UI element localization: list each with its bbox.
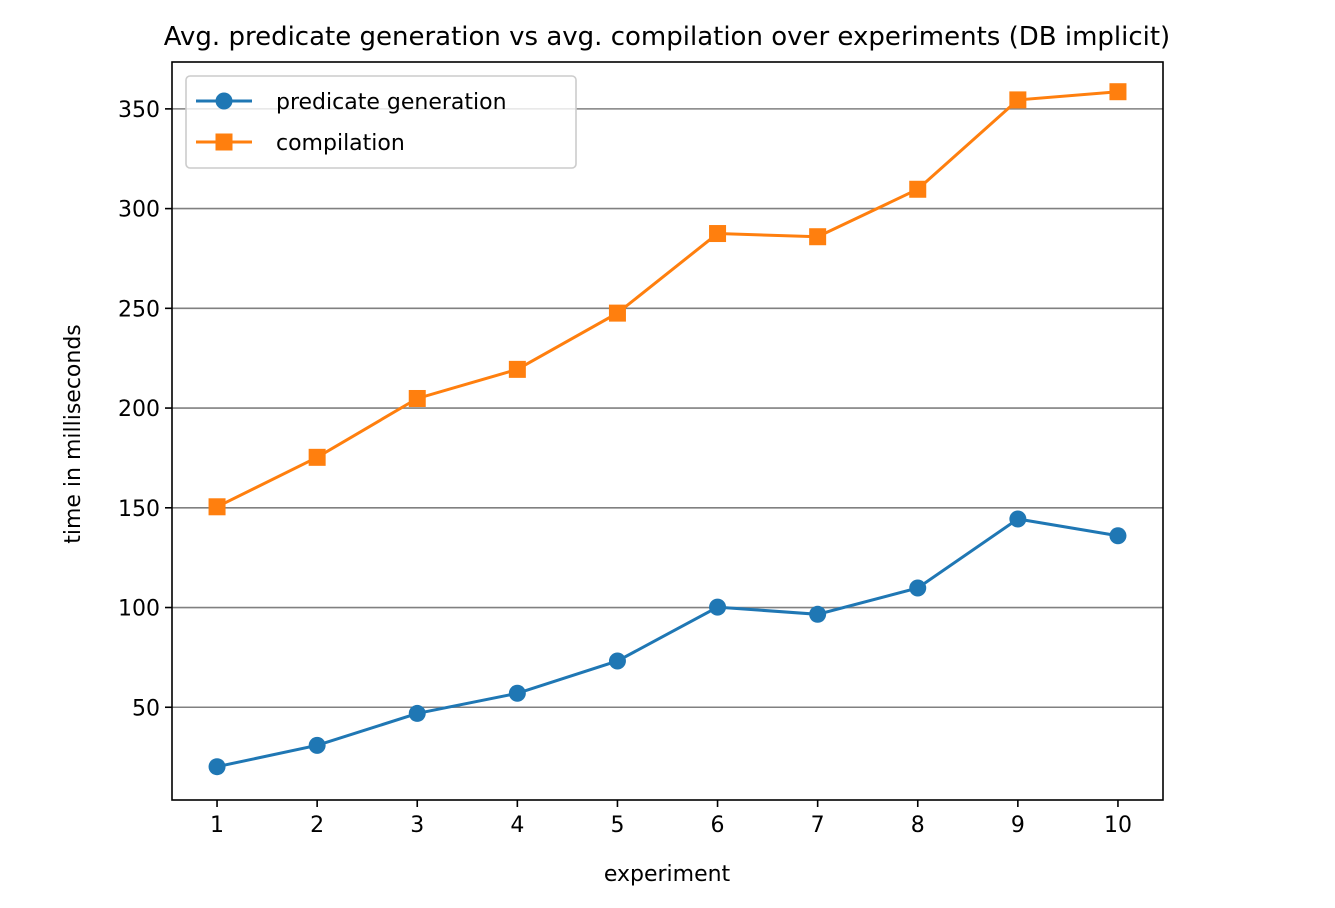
legend-marker	[215, 133, 233, 151]
data-point	[208, 498, 226, 516]
legend-label: predicate generation	[276, 90, 507, 115]
x-tick-label: 10	[1104, 813, 1132, 838]
x-tick-label: 3	[410, 813, 424, 838]
series-compilation	[208, 83, 1127, 516]
x-tick-label: 5	[610, 813, 624, 838]
x-tick-label: 4	[510, 813, 524, 838]
data-point	[308, 736, 326, 754]
data-point	[1109, 83, 1127, 101]
data-point	[308, 448, 326, 466]
axis-ticks: 50 100 150 200 250 300 350 1 2 3 4 5 6 7 8 9 10	[118, 98, 1132, 838]
data-point	[1009, 510, 1027, 528]
series-predicate-generation	[208, 510, 1127, 776]
data-point	[909, 579, 927, 597]
x-tick-label: 9	[1011, 813, 1025, 838]
data-point	[408, 389, 426, 407]
y-tick-label: 250	[118, 297, 160, 322]
x-axis-label: experiment	[604, 862, 731, 887]
chart-title: Avg. predicate generation vs avg. compil…	[164, 22, 1170, 52]
data-point	[909, 180, 927, 198]
data-point	[1109, 527, 1127, 545]
legend-item: compilation	[196, 131, 405, 156]
data-point	[1009, 91, 1027, 109]
y-tick-label: 150	[118, 497, 160, 522]
x-tick-label: 6	[711, 813, 725, 838]
y-tick-label: 200	[118, 397, 160, 422]
data-point	[809, 228, 827, 246]
y-tick-label: 350	[118, 98, 160, 123]
grid-lines	[172, 108, 1163, 709]
x-tick-label: 7	[811, 813, 825, 838]
data-point	[508, 684, 526, 702]
x-tick-label: 8	[911, 813, 925, 838]
y-tick-label: 50	[132, 696, 160, 721]
legend-label: compilation	[276, 131, 405, 156]
data-point	[408, 704, 426, 722]
data-point	[709, 225, 727, 243]
data-point	[608, 304, 626, 322]
y-axis-label: time in milliseconds	[61, 324, 86, 544]
legend-item: predicate generation	[196, 90, 507, 115]
data-point	[208, 758, 226, 776]
series-layer	[208, 83, 1127, 776]
data-point	[508, 360, 526, 378]
series-line	[216, 517, 1119, 769]
x-tick-label: 1	[210, 813, 224, 838]
y-tick-label: 100	[118, 597, 160, 622]
data-point	[709, 598, 727, 616]
legend: predicate generation compilation	[185, 75, 577, 169]
y-tick-label: 300	[118, 198, 160, 223]
plot-frame	[171, 61, 1164, 801]
legend-marker	[215, 92, 233, 110]
legend-box	[185, 75, 577, 169]
x-tick-label: 2	[310, 813, 324, 838]
data-point	[608, 652, 626, 670]
data-point	[809, 605, 827, 623]
series-line	[216, 90, 1119, 509]
